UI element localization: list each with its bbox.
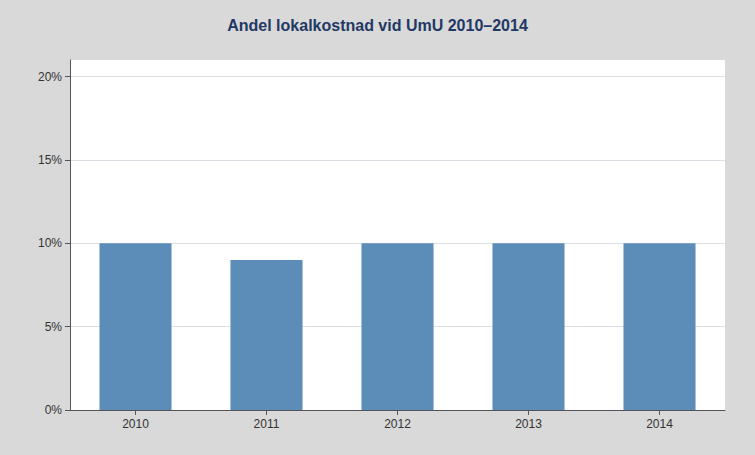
svg-text:Andel lokalkostnad vid UmU 201: Andel lokalkostnad vid UmU 2010–2014: [227, 17, 528, 34]
svg-text:2013: 2013: [515, 417, 542, 431]
svg-text:0%: 0%: [45, 403, 63, 417]
svg-text:5%: 5%: [45, 320, 63, 334]
svg-text:2012: 2012: [384, 417, 411, 431]
svg-text:2014: 2014: [646, 417, 673, 431]
svg-text:20%: 20%: [38, 70, 62, 84]
svg-text:15%: 15%: [38, 153, 62, 167]
svg-text:10%: 10%: [38, 236, 62, 250]
svg-text:2010: 2010: [122, 417, 149, 431]
svg-text:2011: 2011: [254, 417, 280, 431]
